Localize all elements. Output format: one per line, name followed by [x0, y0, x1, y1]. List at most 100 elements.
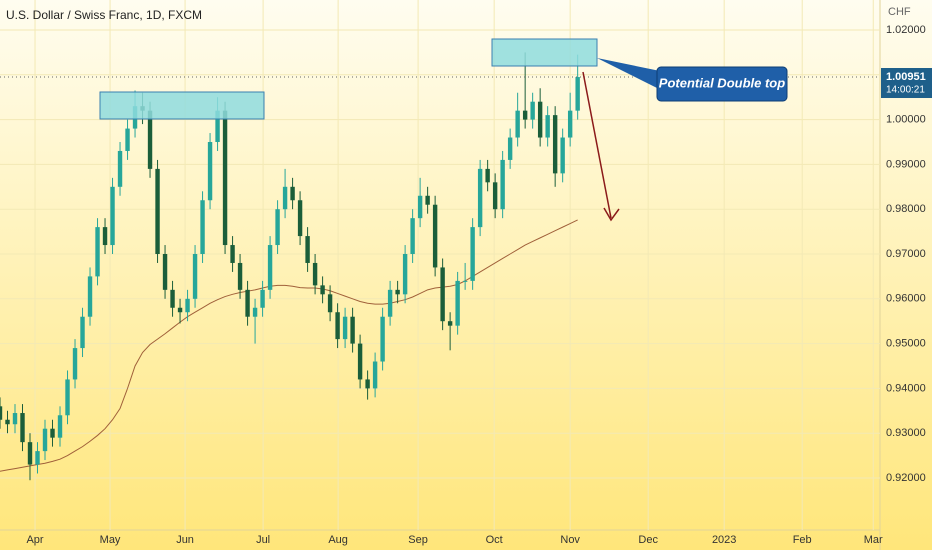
y-tick-label: 0.93000 [886, 427, 926, 439]
candle-body [387, 289, 393, 317]
currency: CHF [888, 6, 911, 18]
y-tick-label: 0.95000 [886, 338, 926, 350]
candle-body [170, 289, 175, 308]
candle-body [425, 195, 430, 205]
candle-body [0, 406, 3, 420]
candle-body [395, 289, 400, 295]
candle-body [117, 150, 123, 187]
candle-body [27, 442, 33, 465]
candle-body [57, 415, 63, 438]
candle-body [402, 254, 408, 295]
candle-body [545, 115, 550, 138]
candle-body [87, 276, 93, 317]
candle-body [522, 110, 528, 120]
callout-pointer [597, 58, 665, 92]
candle-body [575, 77, 580, 111]
x-tick-label: Mar [864, 534, 883, 546]
chart-title: U.S. Dollar / Swiss Franc, 1D, FXCM [6, 8, 202, 22]
arrow-head [603, 207, 620, 222]
candle-body [252, 307, 258, 317]
x-tick-label: Oct [486, 534, 503, 546]
candle-body [282, 186, 288, 210]
moving-average [0, 219, 578, 472]
candle-body [305, 236, 310, 263]
candle-body [447, 321, 453, 326]
x-tick-label: Aug [328, 534, 348, 546]
y-tick-label: 0.96000 [886, 293, 926, 305]
candle-body [207, 142, 213, 201]
arrow [582, 71, 612, 219]
candle-body [372, 361, 378, 389]
candle-body [35, 451, 40, 465]
candle-body [102, 227, 108, 246]
candle-body [455, 280, 460, 326]
candle-body [260, 289, 265, 308]
y-tick-label: 0.97000 [886, 248, 926, 260]
candle-body [147, 110, 153, 169]
candle-body [20, 413, 25, 443]
candle-body [215, 110, 220, 143]
x-tick-label: Jul [256, 534, 270, 546]
zone [99, 91, 265, 120]
candle-body [275, 209, 280, 246]
candle-body [245, 289, 250, 317]
candle-body [500, 159, 505, 210]
candle-body [230, 245, 235, 263]
candle-body [42, 428, 48, 452]
x-tick-label: May [100, 534, 121, 546]
candle-body [155, 168, 160, 255]
candle-body [567, 110, 573, 138]
axes: 0.92000 0.93000 0.94000 0.95000 0.96000 0.970… [26, 24, 932, 546]
y-tick-label: 0.98000 [886, 203, 926, 215]
candle-body [297, 200, 303, 237]
candle-body [290, 186, 295, 201]
y-tick-label: 0.94000 [886, 382, 926, 394]
candle-body [65, 379, 70, 416]
candle-body [72, 348, 78, 380]
candle-body [222, 110, 228, 246]
candle-body [267, 245, 273, 290]
candle-body [560, 137, 565, 174]
candle-body [185, 298, 190, 313]
candle-body [342, 316, 348, 340]
candle-body [485, 168, 490, 183]
candle-body [530, 101, 535, 120]
callout [656, 66, 788, 102]
candle-body [320, 285, 325, 295]
candle-body [12, 413, 18, 425]
candle-body [5, 419, 10, 425]
candle-body [350, 316, 355, 344]
candle-body [327, 294, 333, 313]
x-tick-label: Nov [560, 534, 580, 546]
y-tick-label: 0.92000 [886, 472, 926, 484]
candle-body [312, 262, 318, 286]
candle-body [417, 195, 423, 219]
candle-body [470, 227, 475, 281]
candle-body [50, 428, 55, 438]
price-badge [881, 68, 932, 99]
x-tick-label: 2023 [712, 534, 736, 546]
y-tick-label: 0.99000 [886, 158, 926, 170]
candle-body [125, 128, 130, 151]
countdown: 14:00:21 [886, 85, 925, 96]
candle-body [110, 186, 115, 246]
candle-body [357, 343, 363, 380]
candle-body [410, 218, 415, 255]
candle-body [432, 204, 438, 268]
grid [0, 0, 880, 530]
x-tick-label: Jun [176, 534, 194, 546]
candle-body [492, 182, 498, 210]
x-tick-label: Dec [638, 534, 658, 546]
last-price-label: 1.00951 [886, 71, 926, 83]
candle-body [162, 254, 168, 290]
callout-text: Potential Double top [659, 75, 785, 90]
candle-body [200, 200, 205, 255]
x-tick-label: Feb [793, 534, 812, 546]
candle-body [440, 267, 445, 322]
candle-body [477, 168, 483, 228]
candle-body [95, 227, 100, 277]
candle-body [365, 379, 370, 389]
